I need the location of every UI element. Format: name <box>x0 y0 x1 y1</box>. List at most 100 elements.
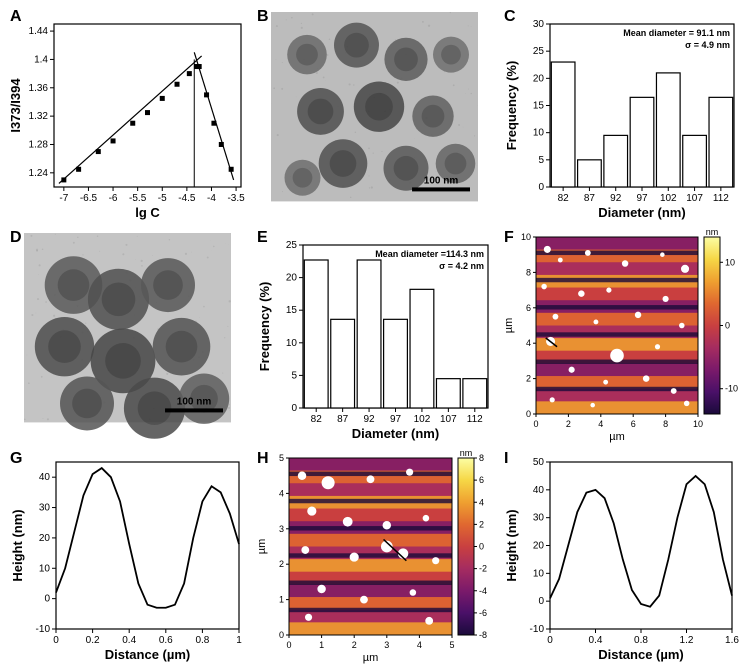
svg-text:1.36: 1.36 <box>29 83 49 94</box>
svg-text:I373/I394: I373/I394 <box>8 78 23 133</box>
svg-text:2: 2 <box>566 419 571 429</box>
svg-text:0: 0 <box>286 640 291 650</box>
svg-text:-5.5: -5.5 <box>129 193 147 204</box>
svg-text:8: 8 <box>526 267 531 277</box>
svg-text:0: 0 <box>53 635 59 646</box>
svg-text:-10: -10 <box>530 624 545 635</box>
svg-text:1.6: 1.6 <box>725 635 739 646</box>
svg-text:σ = 4.9 nm: σ = 4.9 nm <box>685 40 730 50</box>
svg-text:30: 30 <box>39 503 51 514</box>
svg-text:40: 40 <box>39 472 51 483</box>
svg-text:2: 2 <box>526 374 531 384</box>
svg-text:0: 0 <box>533 419 538 429</box>
svg-text:6: 6 <box>526 303 531 313</box>
svg-text:20: 20 <box>533 541 545 552</box>
svg-text:50: 50 <box>533 457 545 468</box>
svg-text:10: 10 <box>286 338 298 349</box>
svg-text:25: 25 <box>286 240 298 251</box>
svg-text:0.8: 0.8 <box>195 635 209 646</box>
svg-text:5: 5 <box>279 453 284 463</box>
svg-text:σ = 4.2 nm: σ = 4.2 nm <box>439 261 484 271</box>
svg-text:30: 30 <box>533 19 545 30</box>
svg-text:15: 15 <box>533 101 545 112</box>
svg-text:0: 0 <box>725 321 730 331</box>
svg-text:2: 2 <box>479 519 484 529</box>
svg-text:0: 0 <box>291 403 297 414</box>
svg-text:97: 97 <box>636 193 648 204</box>
svg-text:1.44: 1.44 <box>29 26 49 37</box>
svg-text:82: 82 <box>558 193 570 204</box>
svg-text:107: 107 <box>686 193 703 204</box>
svg-text:0: 0 <box>538 182 544 193</box>
svg-text:20: 20 <box>39 533 51 544</box>
svg-text:112: 112 <box>713 193 729 204</box>
svg-text:5: 5 <box>538 155 544 166</box>
svg-text:82: 82 <box>311 414 323 425</box>
svg-text:1.24: 1.24 <box>29 168 49 179</box>
svg-text:10: 10 <box>39 563 51 574</box>
svg-text:-6.5: -6.5 <box>80 193 98 204</box>
svg-text:-4.5: -4.5 <box>178 193 196 204</box>
svg-text:µm: µm <box>609 431 625 443</box>
svg-text:92: 92 <box>364 414 376 425</box>
svg-text:15: 15 <box>286 305 298 316</box>
svg-text:0: 0 <box>538 596 544 607</box>
panel-label-i: I <box>504 450 508 468</box>
panel-label-e: E <box>257 229 268 247</box>
svg-text:1.32: 1.32 <box>29 111 49 122</box>
svg-text:Mean diameter = 91.1 nm: Mean diameter = 91.1 nm <box>623 28 730 38</box>
svg-text:-7: -7 <box>59 193 68 204</box>
panel-c: C051015202530Diameter (nm)Frequency (%)8… <box>500 6 742 223</box>
svg-text:4: 4 <box>479 497 484 507</box>
svg-text:20: 20 <box>286 273 298 284</box>
panel-f: F02468100246810µmµm-10010nm <box>500 227 742 444</box>
svg-text:30: 30 <box>533 513 545 524</box>
panel-i: I00.40.81.21.6-1001020304050Distance (µm… <box>500 448 742 665</box>
svg-text:10: 10 <box>533 128 545 139</box>
svg-text:0: 0 <box>547 635 553 646</box>
svg-text:4: 4 <box>417 640 422 650</box>
svg-text:0: 0 <box>479 542 484 552</box>
svg-text:107: 107 <box>440 414 457 425</box>
panel-a: A-7-6.5-6-5.5-5-4.5-4-3.51.241.281.321.3… <box>6 6 249 223</box>
svg-text:-8: -8 <box>479 630 487 640</box>
panel-e: E0510152025Diameter (nm)Frequency (%)828… <box>253 227 496 444</box>
svg-text:1: 1 <box>236 635 242 646</box>
svg-text:nm: nm <box>706 227 719 237</box>
panel-label-f: F <box>504 229 514 247</box>
svg-text:Distance (µm): Distance (µm) <box>105 647 191 662</box>
panel-b: B100 nm <box>253 6 496 223</box>
svg-text:Distance (µm): Distance (µm) <box>598 647 684 662</box>
svg-text:5: 5 <box>449 640 454 650</box>
svg-text:0.4: 0.4 <box>589 635 603 646</box>
svg-text:Frequency (%): Frequency (%) <box>504 61 519 151</box>
svg-text:0.8: 0.8 <box>634 635 648 646</box>
svg-text:92: 92 <box>610 193 622 204</box>
svg-text:4: 4 <box>526 338 531 348</box>
svg-text:-6: -6 <box>109 193 118 204</box>
svg-text:1: 1 <box>319 640 324 650</box>
svg-text:25: 25 <box>533 46 545 57</box>
svg-text:8: 8 <box>663 419 668 429</box>
panel-label-h: H <box>257 450 269 468</box>
svg-text:µm: µm <box>256 539 268 555</box>
svg-text:100 nm: 100 nm <box>424 175 459 186</box>
svg-text:-4: -4 <box>207 193 216 204</box>
svg-text:0: 0 <box>279 630 284 640</box>
svg-text:6: 6 <box>479 475 484 485</box>
svg-text:4: 4 <box>598 419 603 429</box>
svg-text:-5: -5 <box>158 193 167 204</box>
svg-text:0.4: 0.4 <box>122 635 136 646</box>
svg-text:97: 97 <box>390 414 402 425</box>
svg-text:lg C: lg C <box>135 205 160 220</box>
svg-text:5: 5 <box>291 370 297 381</box>
svg-text:1.28: 1.28 <box>29 139 49 150</box>
panel-label-d: D <box>10 229 22 247</box>
svg-text:0.2: 0.2 <box>86 635 100 646</box>
svg-text:2: 2 <box>279 559 284 569</box>
svg-text:1: 1 <box>279 595 284 605</box>
svg-text:1.2: 1.2 <box>680 635 694 646</box>
svg-text:-4: -4 <box>479 586 487 596</box>
svg-text:Frequency (%): Frequency (%) <box>257 282 272 372</box>
svg-text:10: 10 <box>693 419 703 429</box>
